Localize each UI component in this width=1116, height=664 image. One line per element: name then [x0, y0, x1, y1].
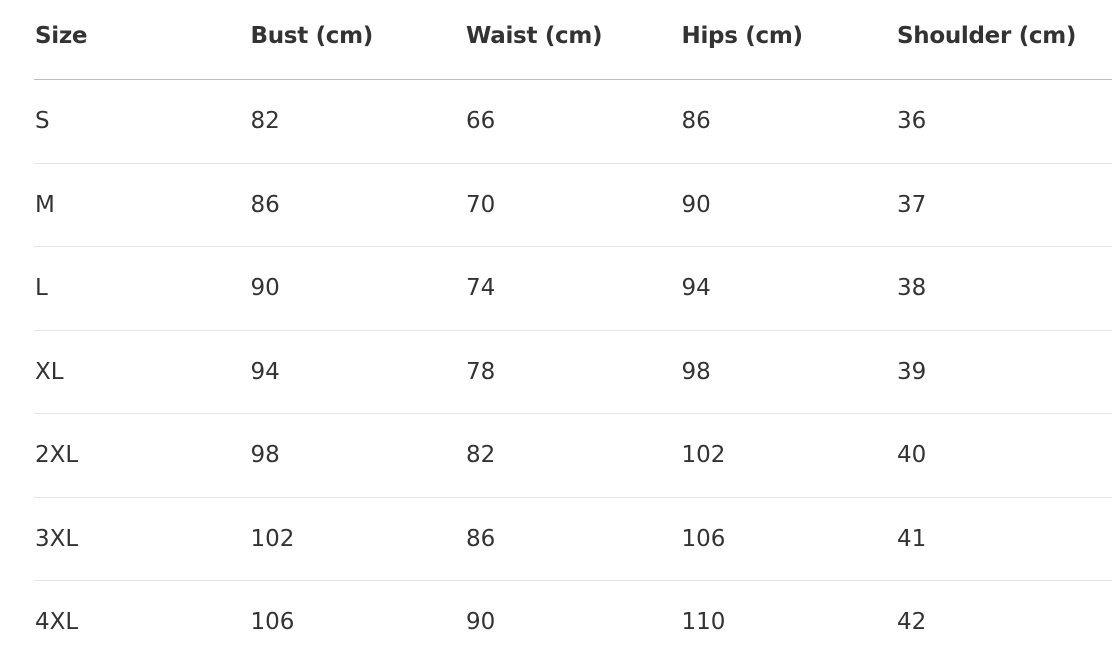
table-cell: 86: [465, 497, 681, 581]
table-cell: 4XL: [35, 609, 79, 636]
table-cell: 90: [680, 163, 896, 247]
column-header: Shoulder (cm): [896, 0, 1112, 80]
table-cell: 70: [465, 163, 681, 247]
table-row: L 90 74 94 38: [34, 246, 1112, 331]
table-cell: S: [34, 79, 250, 164]
table-cell: 98: [680, 330, 896, 414]
table-cell: 106: [680, 497, 896, 581]
table-cell: 86: [680, 79, 896, 164]
table-cell: 40: [896, 413, 1112, 498]
table-cell: 74: [465, 246, 681, 331]
size-chart-table: Size Bust (cm) Waist (cm) Hips (cm) Shoulder…: [34, 0, 1112, 664]
table-cell: 90: [466, 609, 496, 636]
column-header: Waist (cm): [465, 0, 681, 80]
table-row: 2XL 98 82 102 40: [34, 413, 1112, 498]
table-cell: 38: [896, 246, 1112, 331]
table-cell: 82: [465, 413, 681, 498]
table-cell: 94: [249, 330, 465, 414]
table-cell: 102: [249, 497, 465, 581]
table-cell: 66: [465, 79, 681, 164]
table-cell: 3XL: [34, 497, 250, 581]
table-cell: 39: [896, 330, 1112, 414]
table-cell: M: [34, 163, 250, 247]
table-cell: 86: [249, 163, 465, 247]
table-row: XL 94 78 98 39: [34, 330, 1112, 414]
table-cell: 82: [249, 79, 465, 164]
table-cell: 37: [896, 163, 1112, 247]
column-header: Hips (cm): [680, 0, 896, 80]
table-row: M 86 70 90 37: [34, 163, 1112, 247]
table-cell: L: [34, 246, 250, 331]
table-cell: 78: [465, 330, 681, 414]
table-cell: 2XL: [34, 413, 250, 498]
table-cell: 102: [680, 413, 896, 498]
table-cell: XL: [34, 330, 250, 414]
column-header: Bust (cm): [249, 0, 465, 80]
table-cell: 110: [681, 609, 726, 636]
table-cell: 106: [250, 609, 295, 636]
table-cell: 94: [680, 246, 896, 331]
table-cell: 42: [897, 609, 927, 636]
header-row: Size Bust (cm) Waist (cm) Hips (cm) Shoulder…: [34, 0, 1112, 80]
table-cell: 41: [896, 497, 1112, 581]
table-cell: 90: [249, 246, 465, 331]
table-row: 4XL 106 90 110 42: [34, 581, 1112, 664]
table-row: S 82 66 86 36: [34, 79, 1112, 164]
table-cell: 98: [249, 413, 465, 498]
table-cell: 36: [896, 79, 1112, 164]
column-header: Size: [34, 0, 250, 80]
table-row: 3XL 102 86 106 41: [34, 497, 1112, 581]
